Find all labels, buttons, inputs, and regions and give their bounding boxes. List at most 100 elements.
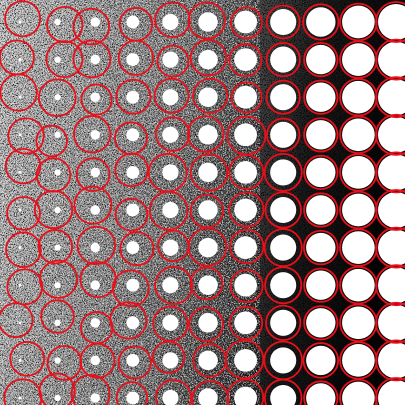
ring xyxy=(72,39,112,79)
dot xyxy=(90,393,100,403)
dot xyxy=(90,92,100,102)
ring xyxy=(375,339,405,382)
dot xyxy=(306,7,336,37)
ring xyxy=(226,378,265,405)
dot xyxy=(270,46,297,73)
dot xyxy=(126,165,140,179)
ring xyxy=(117,39,154,76)
dot xyxy=(342,344,375,377)
ring xyxy=(265,79,301,115)
ring xyxy=(115,78,152,115)
dot xyxy=(54,94,61,101)
ring xyxy=(45,40,84,79)
ring xyxy=(375,76,405,119)
ring xyxy=(228,191,265,228)
dot xyxy=(198,313,218,333)
ring xyxy=(228,305,264,341)
ring xyxy=(0,73,38,112)
dot xyxy=(126,316,140,330)
ring xyxy=(375,226,405,269)
ring xyxy=(153,77,190,114)
dot xyxy=(18,20,22,24)
dot xyxy=(126,15,140,29)
ring xyxy=(303,229,339,266)
ring xyxy=(189,38,228,77)
dot xyxy=(306,195,336,225)
dot xyxy=(342,306,375,340)
ring xyxy=(148,190,189,231)
dot xyxy=(306,308,336,338)
ring xyxy=(263,152,303,192)
ring xyxy=(72,7,111,46)
dot xyxy=(18,133,22,137)
ring xyxy=(111,269,150,308)
dot xyxy=(342,5,375,39)
dot xyxy=(126,353,140,367)
ring xyxy=(303,267,339,303)
dot xyxy=(18,170,22,174)
dot xyxy=(378,79,405,116)
ring xyxy=(375,189,405,231)
dot xyxy=(54,169,61,176)
dot xyxy=(234,386,257,405)
ring xyxy=(73,115,112,154)
dot xyxy=(18,58,22,62)
ring xyxy=(265,42,301,78)
ring xyxy=(263,228,303,268)
ring xyxy=(154,116,191,152)
dot xyxy=(342,381,375,405)
ring xyxy=(35,124,68,158)
dot xyxy=(270,384,297,405)
dot xyxy=(54,206,61,214)
dot xyxy=(198,350,218,371)
dot xyxy=(306,232,336,263)
dot xyxy=(342,118,375,152)
dot xyxy=(234,161,257,184)
ring xyxy=(75,157,111,192)
dot xyxy=(162,277,179,294)
dot xyxy=(234,273,257,297)
ring xyxy=(114,152,149,188)
dot xyxy=(90,130,100,140)
ring xyxy=(264,191,302,229)
ring xyxy=(76,225,116,265)
ring xyxy=(189,266,224,301)
dot xyxy=(54,282,61,289)
dot xyxy=(126,90,140,104)
ring xyxy=(229,268,264,303)
ring xyxy=(263,378,303,405)
dot xyxy=(18,321,22,325)
ring xyxy=(187,1,226,40)
ring xyxy=(375,1,405,43)
ring xyxy=(265,304,302,341)
dot xyxy=(378,41,405,78)
ring xyxy=(303,380,339,405)
ring xyxy=(230,6,263,40)
dot xyxy=(270,234,297,261)
ring xyxy=(40,299,75,334)
dot xyxy=(162,89,179,106)
dot xyxy=(234,349,257,372)
ring xyxy=(228,154,265,190)
ring xyxy=(4,0,42,38)
dot xyxy=(126,391,140,405)
ring xyxy=(224,339,265,380)
ring xyxy=(230,81,263,114)
ring xyxy=(37,229,74,265)
dot xyxy=(162,201,179,219)
ring xyxy=(375,113,405,156)
dot xyxy=(198,12,218,32)
ring xyxy=(154,265,194,305)
dot xyxy=(162,51,179,68)
dot xyxy=(198,275,218,295)
ring xyxy=(38,259,79,299)
dot xyxy=(54,131,61,138)
dot xyxy=(306,383,336,405)
dot xyxy=(90,280,100,291)
dot xyxy=(90,17,100,27)
ring xyxy=(0,302,34,339)
dot xyxy=(18,396,22,400)
dot xyxy=(234,48,257,71)
ring xyxy=(115,381,148,405)
